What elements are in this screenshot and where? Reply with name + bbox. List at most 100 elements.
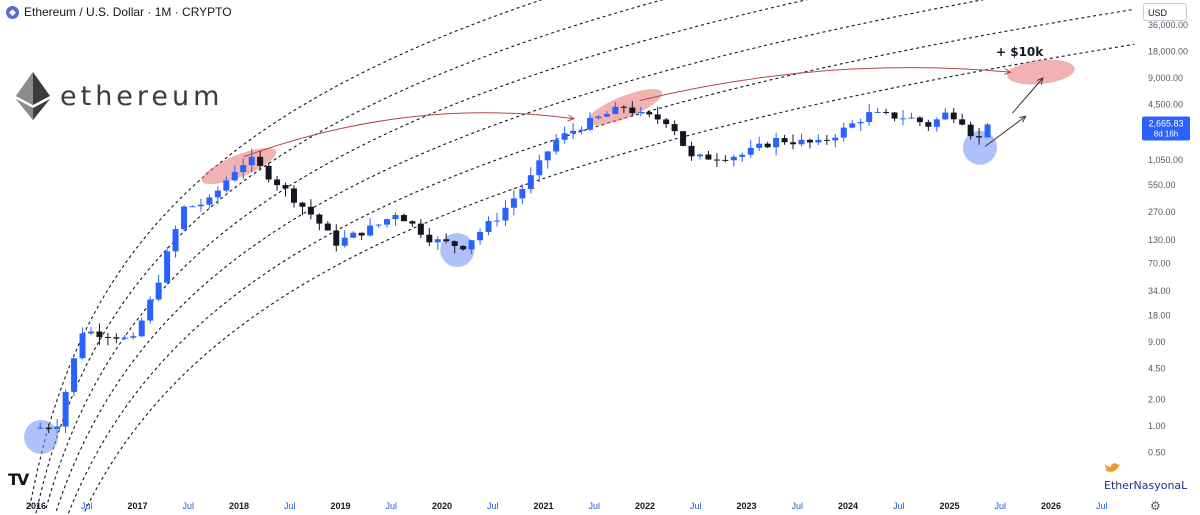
currency-selector[interactable]: USD (1143, 3, 1187, 21)
candle-body (257, 156, 264, 166)
candle-body (316, 214, 323, 224)
x-tick-label: Jul (1096, 501, 1108, 511)
x-tick-label: Jul (385, 501, 397, 511)
candle-body (248, 156, 255, 166)
x-tick-label: Jul (994, 501, 1006, 511)
y-axis: 36,000.00 18,000.00 9,000.00 4,500.00 1,050.… (1148, 20, 1188, 457)
candle-body (206, 197, 213, 205)
channel-lines (29, 0, 1135, 514)
candle-body (950, 112, 957, 120)
candle-body (384, 219, 391, 225)
candle-body (231, 172, 238, 181)
channel-line-3 (45, 0, 809, 509)
candle-body (460, 245, 467, 250)
candle-body (553, 139, 560, 152)
gear-icon[interactable]: ⚙ (1150, 499, 1161, 513)
candle-body (104, 336, 111, 338)
candle-body (857, 122, 864, 124)
candle-body (790, 142, 797, 145)
candle-body (375, 224, 382, 226)
candle-body (815, 139, 822, 143)
candle-body (620, 106, 627, 108)
candle-body (510, 198, 517, 208)
candle-body (79, 333, 86, 359)
candle-body (138, 320, 145, 337)
candle-body (705, 154, 712, 160)
candle-body (587, 118, 594, 130)
candle-body (350, 232, 357, 238)
candle-body (544, 151, 551, 161)
y-tick-label: 36,000.00 (1148, 20, 1188, 30)
candle-body (71, 358, 78, 392)
y-tick-label: 70.00 (1148, 259, 1171, 269)
candle-body (629, 107, 636, 114)
candle-body (883, 111, 890, 113)
y-tick-label: 9,000.00 (1148, 73, 1183, 83)
candle-body (849, 123, 856, 128)
x-tick-label: 2021 (533, 501, 553, 511)
y-tick-label: 4,500.00 (1148, 99, 1183, 109)
candle-body (570, 130, 577, 134)
y-tick-label: 1.00 (1148, 421, 1166, 431)
candle-body (925, 122, 932, 127)
candle-body (493, 220, 500, 222)
y-tick-label: 1,050.00 (1148, 155, 1183, 165)
candle-body (756, 143, 763, 148)
candle-body (434, 239, 441, 243)
price-tag-countdown: 8d 16h (1154, 130, 1178, 139)
watermark-text: EtherNasyonaL (1104, 479, 1188, 492)
candle-body (823, 139, 830, 141)
candle-body (933, 119, 940, 127)
candle-body (561, 133, 568, 140)
y-tick-label: 18.00 (1148, 311, 1171, 321)
candle-body (603, 114, 610, 117)
brand-name: ethereum (60, 80, 224, 112)
x-tick-label: 2019 (330, 501, 350, 511)
candle-body (916, 117, 923, 123)
arrow-layer (243, 67, 1043, 158)
candle-body (181, 206, 188, 230)
x-tick-label: Jul (588, 501, 600, 511)
candle-body (290, 188, 297, 203)
candle-body (866, 112, 873, 123)
highlight-bottom-5 (962, 130, 997, 165)
highlight-bottom-4 (440, 232, 475, 267)
x-tick-label: 2022 (635, 501, 655, 511)
candle-body (324, 223, 331, 231)
rebound-arrow-2 (1012, 78, 1042, 114)
candle-body (519, 189, 526, 199)
x-tick-label: Jul (487, 501, 499, 511)
candle-body (612, 106, 619, 115)
x-tick-label: 2025 (939, 501, 959, 511)
candle-body (967, 124, 974, 137)
candle-body (265, 165, 272, 180)
y-tick-label: 2.00 (1148, 395, 1166, 405)
candle-body (798, 139, 805, 145)
candle-body (578, 129, 585, 131)
price-tag-value: 2,665.83 (1148, 119, 1183, 129)
candle-body (87, 331, 94, 334)
candle-body (477, 231, 484, 241)
candle-body (164, 251, 171, 283)
candle-body (223, 180, 230, 191)
candle-body (307, 206, 314, 215)
candle-body (713, 159, 720, 161)
y-tick-label: 4.50 (1148, 364, 1166, 374)
highlight-bottom-3 (24, 419, 59, 454)
candle-body (874, 111, 881, 113)
tradingview-logo: TV (8, 470, 29, 489)
y-tick-label: 0.50 (1148, 447, 1166, 457)
candle-body (54, 426, 61, 429)
candle-body (646, 112, 653, 115)
candle-body (113, 337, 120, 339)
y-tick-label: 270.00 (1148, 207, 1176, 217)
candle-body (536, 160, 543, 176)
cycle-arrow-1 (243, 112, 574, 158)
candle-body (121, 337, 128, 339)
candle-body (984, 124, 991, 138)
x-tick-label: Jul (690, 501, 702, 511)
candle-body (400, 214, 407, 222)
candle-body (739, 154, 746, 157)
x-tick-label: 2026 (1041, 501, 1061, 511)
